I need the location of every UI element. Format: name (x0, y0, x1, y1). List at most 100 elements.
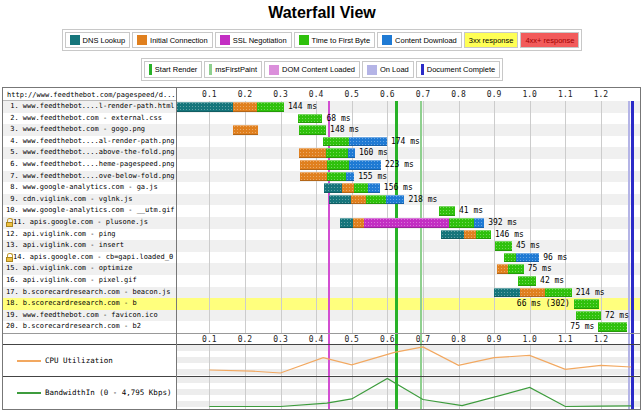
legend-item-ssl-negotiation: SSL Negotiation (215, 32, 292, 48)
bar-segment-ttfb (598, 322, 626, 332)
legend-label: Initial Connection (150, 36, 208, 45)
request-row-label: 10. www.google-analytics.com - __utm.gif (3, 205, 176, 217)
legend-label: Start Render (155, 65, 198, 74)
dom-content-loaded-chip (269, 65, 279, 75)
bar-segment-download (348, 148, 355, 158)
separator (3, 333, 640, 334)
time-label: 223 ms (385, 159, 475, 171)
url-column-header: http://www.feedthebot.com/pagespeed/d... (7, 90, 175, 100)
page-title: Waterfall View (0, 4, 644, 22)
request-url: 10. www.google-analytics.com - __utm.gif (6, 205, 176, 217)
bandwidth-legend-line (17, 392, 41, 394)
msfirstpaint-chip (209, 64, 212, 75)
bar-segment-ttfb (476, 230, 491, 240)
bar-segment-ttfb (323, 137, 350, 147)
request-row-label: 1. www.feedthebot....l-render-path.html (3, 101, 176, 113)
bar-segment-dns (441, 230, 464, 240)
request-url: 3. www.feedthebot.com - gogo.png (6, 124, 176, 136)
time-label: 72 ms (605, 310, 644, 322)
time-label: 214 ms (576, 287, 644, 299)
request-row-label: 3. www.feedthebot.com - gogo.png (3, 124, 176, 136)
axis-tick-top: 0.1 (197, 90, 221, 100)
legend-label: SSL Negotiation (233, 36, 287, 45)
bar-segment-ttfb (299, 125, 326, 135)
time-label: 75 ms (528, 263, 618, 275)
legend-label: Content Download (395, 36, 457, 45)
time-label: 68 ms (327, 113, 417, 125)
axis-tick-top: 0.4 (304, 90, 328, 100)
waterfall-table: http://www.feedthebot.com/pagespeed/d...… (2, 87, 641, 410)
request-row-label: 11. apis.google.com - plusone.js (3, 217, 176, 229)
request-url: 15. api.viglink.com - optimize (6, 263, 176, 275)
bar-segment-ttfb (326, 148, 348, 158)
bar-segment-ttfb (366, 195, 386, 205)
bar-segment-ttfb (495, 241, 512, 251)
time-label: 146 ms (495, 229, 585, 241)
request-url: 2. www.feedthebot.com - external.css (6, 113, 176, 125)
legend-phases-row: DNS Lookup Initial Connection SSL Negotiat… (0, 29, 644, 51)
request-url: 9. cdn.viglink.com - vglnk.js (6, 194, 176, 206)
separator (3, 344, 640, 345)
bandwidth-label-cell: BandwidthIn (0 - 4,795 Kbps) (3, 377, 176, 409)
bandwidth-line-chart (176, 377, 640, 409)
request-row-label: 7. www.feedthebot....ove-below-fold.png (3, 171, 176, 183)
request-url: 12. api.viglink.com - ping (6, 229, 176, 241)
start-render-chip (149, 64, 152, 75)
request-row-label: 14. apis.google.com - cb=gapi.loaded_0 (3, 252, 176, 264)
bar-segment-download (368, 183, 380, 193)
bandwidth-polyline (209, 379, 631, 407)
request-url: 5. www.feedthebot....above-the-fold.png (6, 147, 176, 159)
bar-segment-dns (340, 218, 352, 228)
axis-tick-top: 1.0 (518, 90, 542, 100)
bar-segment-connection (464, 230, 476, 240)
legend-label: DOM Content Loaded (282, 65, 355, 74)
time-to-first-byte-chip (299, 35, 309, 45)
time-label: 96 ms (543, 252, 633, 264)
bar-segment-ttfb (354, 183, 368, 193)
legend-label: msFirstPaint (215, 65, 257, 74)
legend-item-dom-content-loaded: DOM Content Loaded (264, 61, 360, 78)
legend-label: DNS Lookup (83, 36, 126, 45)
document-complete-chip (421, 64, 424, 75)
legend-label: On Load (380, 65, 409, 74)
bar-segment-download (474, 218, 484, 228)
legend-label: Document Complete (427, 65, 495, 74)
time-label: 144 ms (288, 101, 378, 113)
legend-item-4xx-response: 4xx+ response (520, 32, 579, 48)
bar-segment-connection (353, 218, 364, 228)
ssl-negotiation-chip (220, 35, 230, 45)
request-url: 14. apis.google.com - cb=gapi.loaded_0 (13, 252, 176, 264)
time-label: 392 ms (488, 217, 578, 229)
request-row-label: 18. b.scorecardresearch.com - b (3, 298, 176, 310)
bar-segment-dns (324, 183, 341, 193)
time-label: 156 ms (384, 182, 474, 194)
axis-tick-top: 0.8 (447, 90, 471, 100)
bar-segment-connection (299, 148, 326, 158)
axis-tick-top: 0.6 (375, 90, 399, 100)
bar-segment-connection (520, 288, 545, 298)
bar-segment-connection (342, 183, 354, 193)
cpu-polyline (209, 347, 631, 373)
separator (3, 376, 640, 377)
time-label: 174 ms (391, 136, 481, 148)
request-row-label: 6. www.feedthebot....heme-pagespeed.png (3, 159, 176, 171)
request-row-label: 17. b.scorecardresearch.com - beacon.js (3, 287, 176, 299)
bar-segment-download (349, 137, 387, 147)
request-url: 6. www.feedthebot....heme-pagespeed.png (6, 159, 176, 171)
request-row-label: 15. api.viglink.com - optimize (3, 263, 176, 275)
legend-item-3xx-response: 3xx response (464, 32, 519, 48)
time-label: 66 ms (302) (480, 298, 570, 310)
request-row-label: 5. www.feedthebot....above-the-fold.png (3, 147, 176, 159)
time-label: 155 ms (358, 171, 448, 183)
bar-segment-download (346, 172, 354, 182)
request-url: 20. b.scorecardresearch.com - b2 (6, 321, 176, 333)
bar-segment-ttfb (574, 299, 599, 309)
bar-segment-ttfb (327, 172, 347, 182)
request-url: 18. b.scorecardresearch.com - b (6, 298, 176, 310)
bar-segment-ttfb (257, 102, 284, 112)
gridline (281, 101, 282, 333)
legend-item-time-to-first-byte: Time to First Byte (294, 32, 375, 48)
gridline (316, 101, 317, 333)
time-label: 218 ms (408, 194, 498, 206)
time-label: 160 ms (359, 147, 449, 159)
